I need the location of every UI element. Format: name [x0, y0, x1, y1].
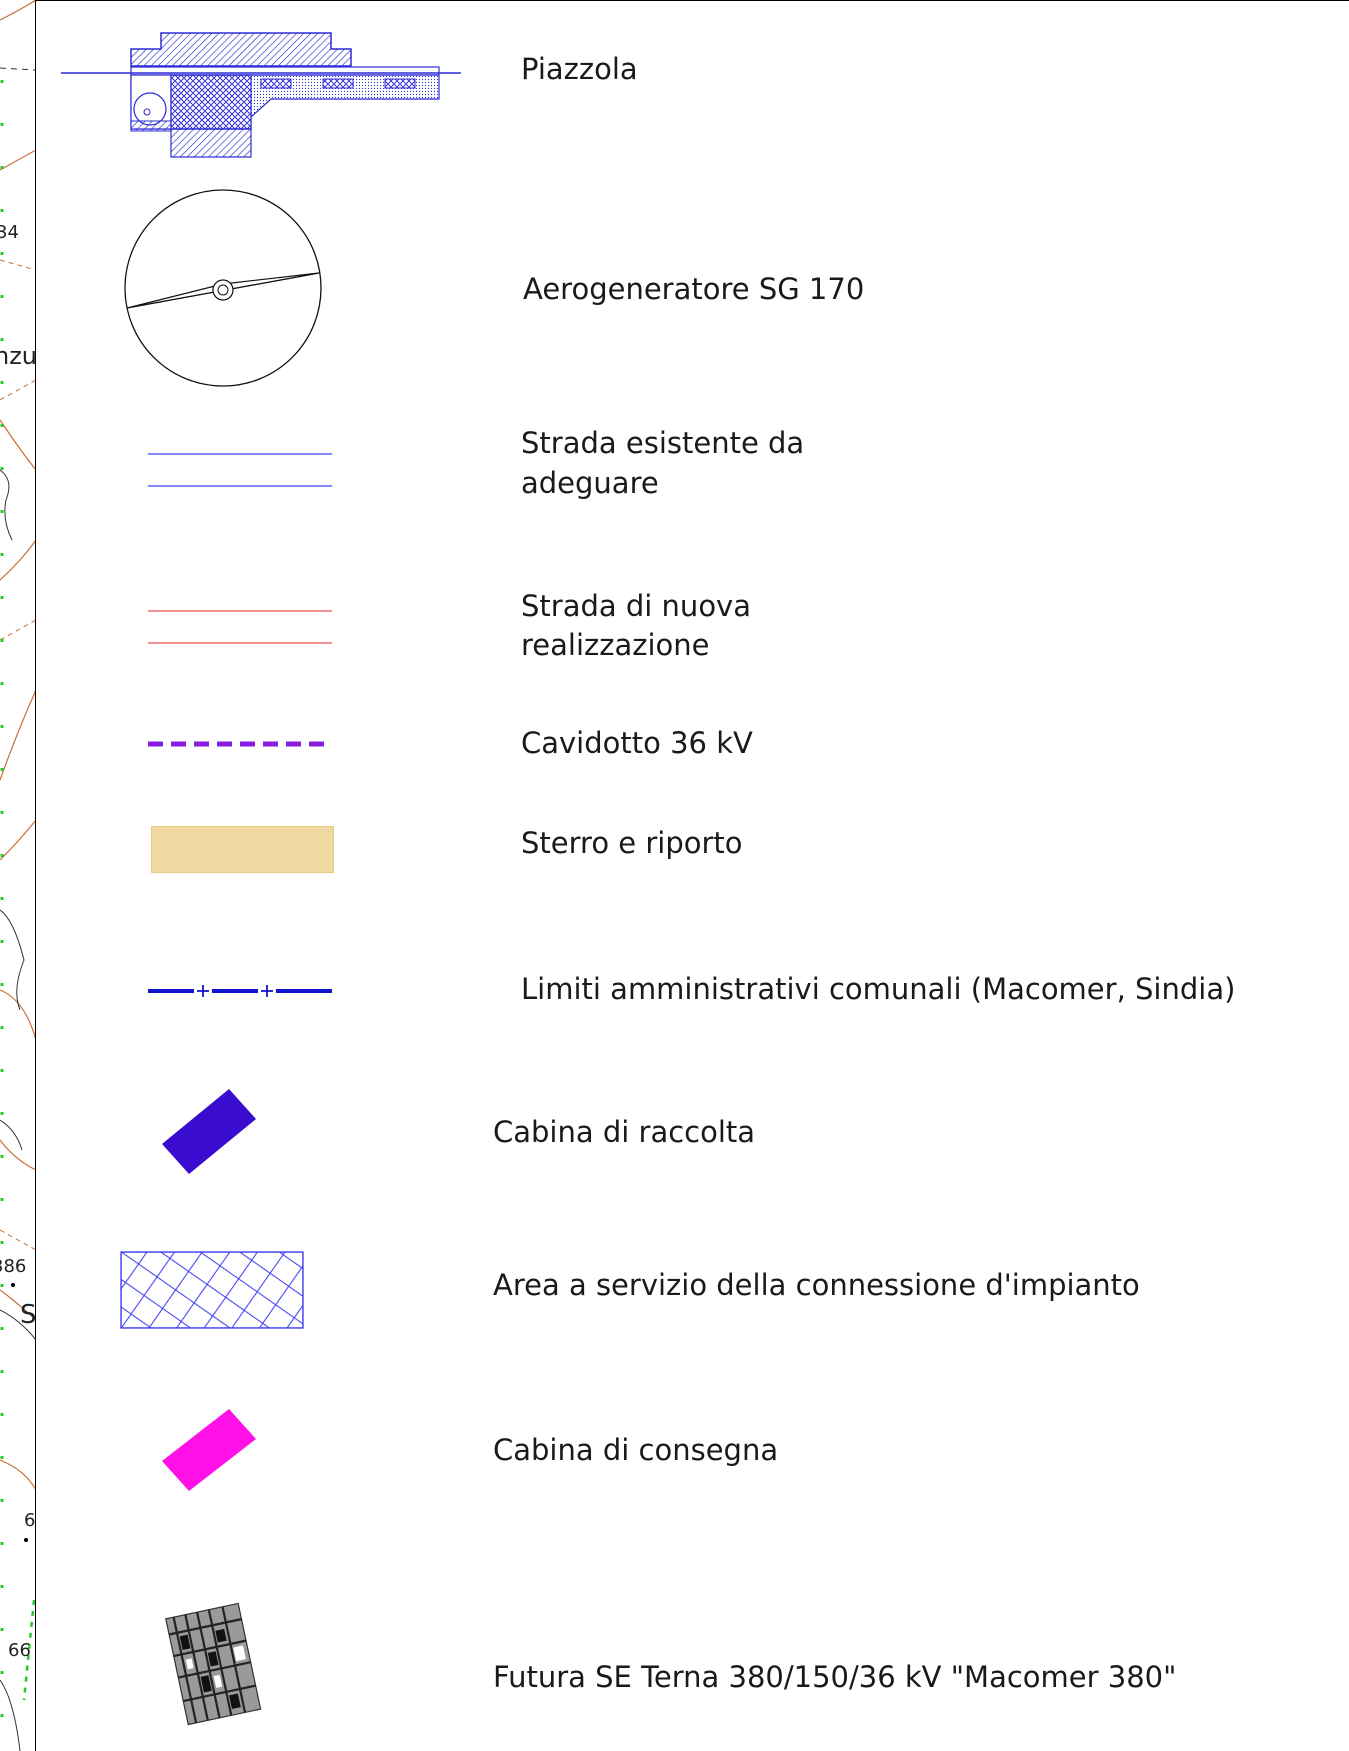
cut-fill-swatch	[151, 826, 334, 873]
map-label-34: 34	[0, 222, 19, 243]
map-background-strip: 34 nzu 386 S 6 66	[0, 0, 36, 1751]
legend-label-futura-se: Futura SE Terna 380/150/36 kV "Macomer 3…	[493, 1660, 1177, 1694]
substation-icon	[165, 1602, 262, 1726]
legend-label-strada-nuova-line1: Strada di nuova	[521, 589, 751, 623]
legend-label-sterro: Sterro e riporto	[521, 826, 743, 860]
legend-label-cabina-raccolta: Cabina di raccolta	[493, 1115, 756, 1149]
administrative-boundary-symbol-icon	[148, 985, 332, 997]
connection-service-area-icon	[120, 1251, 304, 1329]
wind-turbine-icon	[124, 189, 322, 387]
map-contours	[0, 0, 36, 1751]
existing-road-symbol-icon	[148, 453, 332, 487]
map-label-66: 66	[8, 1640, 31, 1661]
legend-label-cavidotto: Cavidotto 36 kV	[521, 726, 753, 760]
piazzola-symbol-icon	[61, 32, 461, 158]
map-label-s: S	[20, 1300, 36, 1330]
legend-label-area-servizio: Area a servizio della connessione d'impi…	[493, 1268, 1140, 1302]
map-label-nzu: nzu	[0, 342, 36, 370]
new-road-symbol-icon	[148, 610, 332, 644]
legend-label-strada-nuova-line2: realizzazione	[521, 628, 710, 662]
legend-label-aerogeneratore: Aerogeneratore SG 170	[523, 272, 865, 306]
map-label-6: 6	[24, 1510, 36, 1531]
cable-duct-symbol-icon	[148, 741, 332, 747]
legend-label-strada-esistente-line2: adeguare	[521, 466, 659, 500]
legend-label-strada-esistente-line1: Strada esistente da	[521, 426, 805, 460]
collection-cabin-icon	[162, 1089, 256, 1174]
legend-label-piazzola: Piazzola	[521, 52, 638, 86]
legend-label-cabina-consegna: Cabina di consegna	[493, 1433, 779, 1467]
map-label-386: 386	[0, 1256, 27, 1277]
delivery-cabin-icon	[162, 1409, 256, 1491]
legend-panel: Piazzola Aerogeneratore SG 170 Strada es…	[35, 0, 1349, 1751]
legend-label-limiti: Limiti amministrativi comunali (Macomer,…	[521, 972, 1236, 1006]
